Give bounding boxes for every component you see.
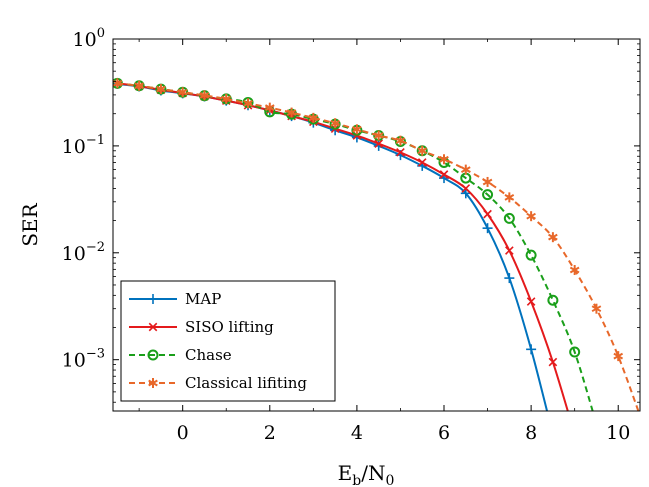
- data-point: [461, 184, 471, 193]
- data-point: [548, 357, 558, 367]
- x-tick-label: 0: [177, 422, 189, 444]
- legend-label: SISO lifting: [185, 318, 274, 336]
- data-point: [373, 130, 384, 141]
- data-point: [460, 164, 471, 175]
- data-point: [504, 192, 515, 203]
- data-point: [569, 265, 580, 276]
- x-axis-sub-b: b: [352, 473, 361, 487]
- data-point: [504, 273, 515, 284]
- legend-label: Chase: [185, 346, 232, 364]
- y-tick-label: 10−2: [62, 240, 105, 265]
- x-tick-label: 2: [264, 422, 276, 444]
- ticks-layer: 0 2 4 6 8 10 100 10−1 10−2 10−3: [62, 26, 640, 444]
- data-point: [505, 246, 514, 255]
- series-layer: [113, 77, 640, 411]
- data-point: [613, 351, 624, 362]
- data-point: [417, 158, 427, 167]
- y-axis-title: SER: [18, 202, 42, 246]
- data-point: [639, 410, 640, 411]
- data-point: [199, 90, 210, 101]
- data-point: [482, 189, 494, 201]
- data-point: [286, 107, 297, 118]
- data-point: [483, 209, 492, 219]
- plot-frame: [112, 38, 641, 412]
- legend-marker: [148, 322, 158, 332]
- data-point: [243, 98, 253, 109]
- y-tick-label: 100: [73, 26, 105, 51]
- data-point: [525, 249, 537, 261]
- data-point: [221, 93, 232, 104]
- data-point: [526, 211, 536, 222]
- data-point: [395, 135, 406, 146]
- data-point: [417, 145, 428, 156]
- data-point: [439, 170, 449, 179]
- data-point: [308, 112, 319, 123]
- x-tick-label: 4: [351, 422, 363, 444]
- data-point: [569, 346, 581, 358]
- legend-item: SISO lifting: [129, 318, 274, 336]
- data-point: [591, 303, 602, 314]
- legend-item: Chase: [129, 346, 232, 364]
- data-point: [547, 294, 559, 306]
- legend-label: Classical lifiting: [185, 374, 307, 392]
- data-point: [503, 212, 515, 224]
- data-point: [177, 87, 188, 98]
- data-point: [396, 148, 405, 157]
- data-point: [374, 139, 383, 148]
- x-axis-sub-0: 0: [385, 473, 394, 487]
- data-point: [134, 80, 144, 91]
- data-point: [482, 223, 493, 234]
- data-point: [352, 124, 362, 135]
- x-axis-slash: /N: [361, 461, 385, 485]
- data-point: [526, 344, 537, 355]
- data-point: [482, 176, 493, 187]
- x-tick-label: 10: [606, 422, 630, 444]
- legend-item: Classical lifiting: [129, 374, 307, 392]
- data-point: [548, 232, 558, 243]
- x-tick-label: 8: [525, 422, 537, 444]
- legend-label: MAP: [185, 290, 221, 308]
- data-point: [460, 188, 471, 199]
- y-tick-label: 10−1: [62, 133, 105, 158]
- data-point: [330, 118, 340, 129]
- y-tick-label: 10−3: [62, 347, 105, 372]
- legend-marker: [148, 294, 158, 304]
- legend-marker: [147, 349, 159, 361]
- x-axis-title: Eb/N0: [338, 461, 395, 487]
- data-point: [264, 102, 275, 113]
- series-line-1: [117, 82, 569, 411]
- legend-marker: [148, 378, 158, 388]
- data-point: [156, 84, 166, 95]
- x-tick-label: 6: [438, 422, 450, 444]
- data-point: [439, 154, 449, 165]
- legend-item: MAP: [129, 290, 221, 308]
- data-point: [526, 297, 536, 306]
- series-3: [113, 78, 640, 411]
- legend: MAP SISO lifting Chase Classical lifiting: [120, 280, 336, 402]
